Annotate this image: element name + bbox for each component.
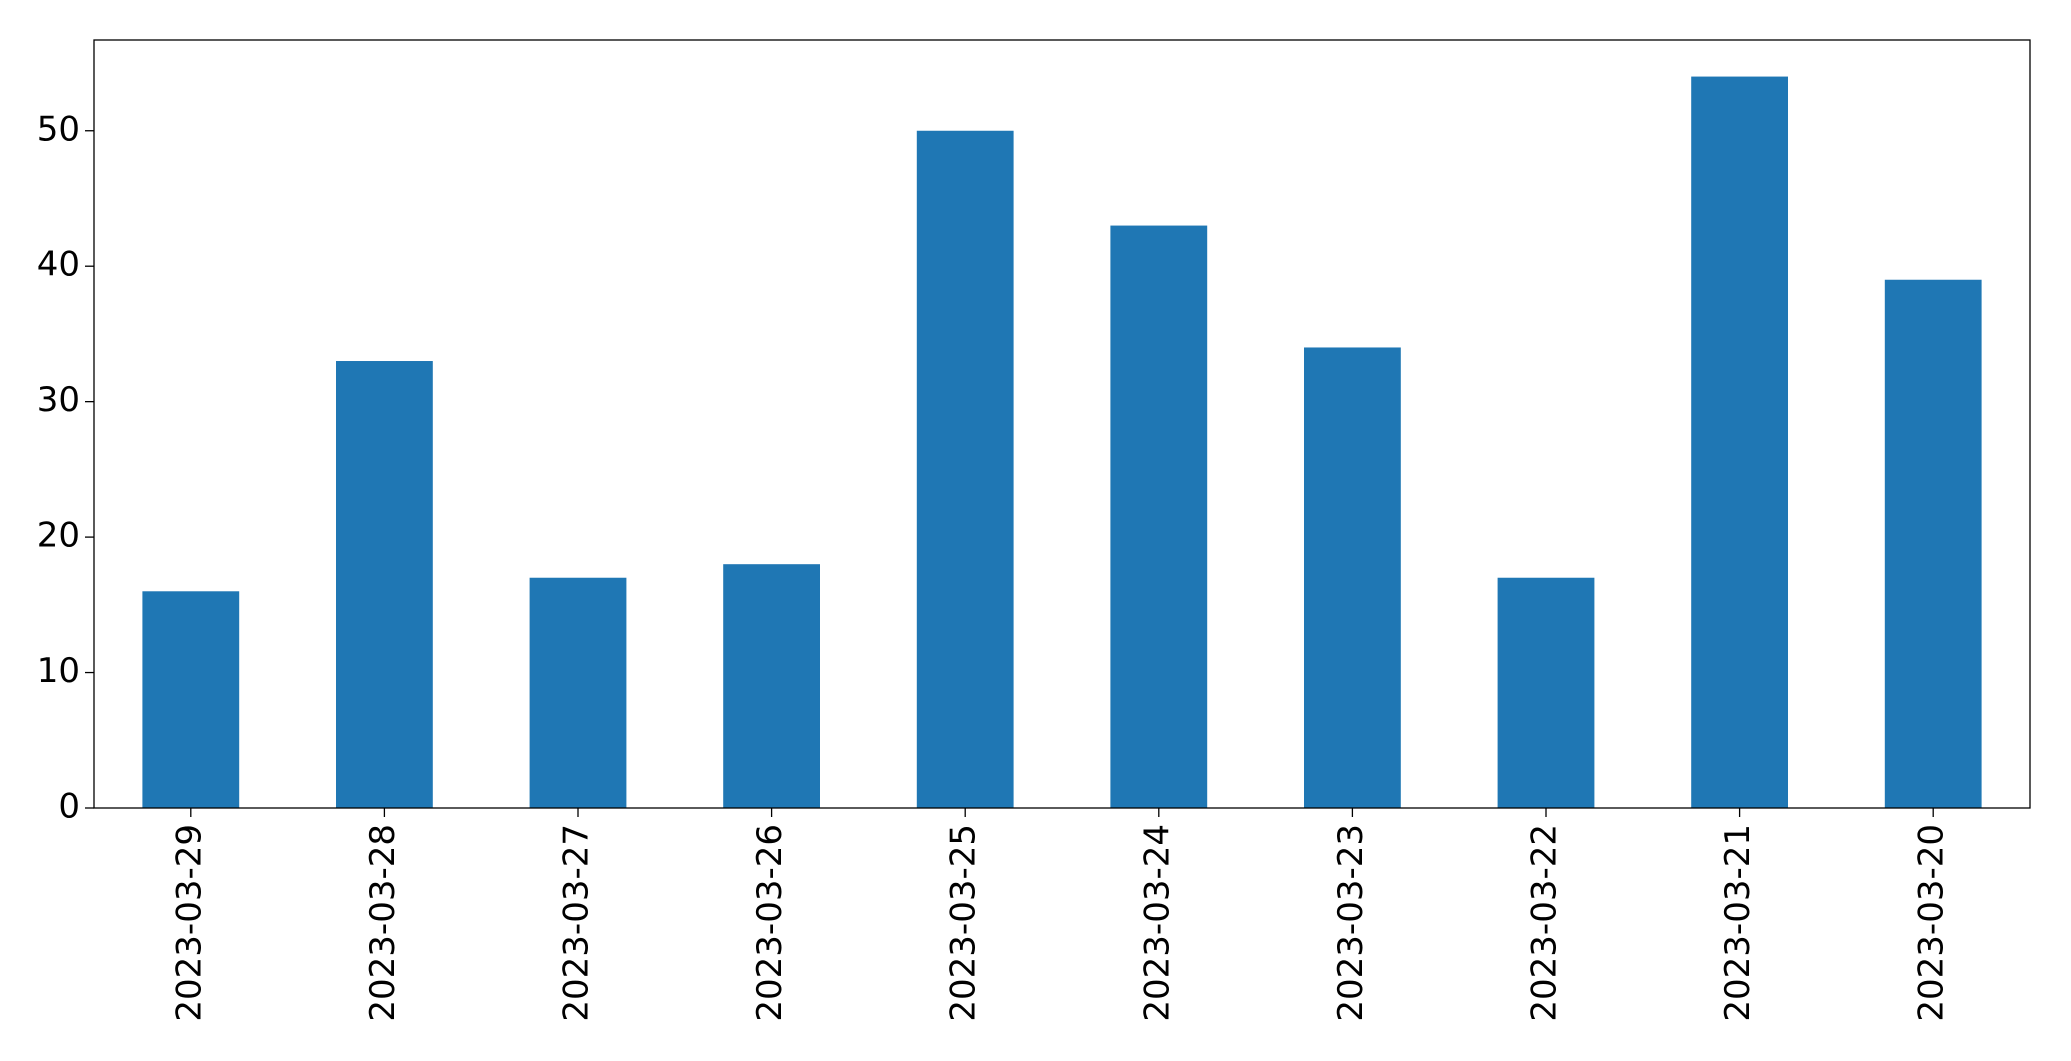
- bar: [1884, 279, 1982, 808]
- y-tick-label: 20: [37, 516, 80, 556]
- bar: [529, 577, 627, 808]
- y-tick-label: 10: [37, 651, 80, 691]
- x-tick-label: 2023-03-24: [1137, 824, 1177, 1022]
- x-tick-label: 2023-03-29: [169, 824, 209, 1022]
- bar: [916, 130, 1014, 808]
- x-tick-label: 2023-03-28: [363, 824, 403, 1022]
- x-tick-label: 2023-03-27: [557, 824, 597, 1022]
- bar: [142, 591, 240, 808]
- bar: [1691, 76, 1788, 809]
- bar: [336, 361, 433, 808]
- y-tick-label: 0: [58, 787, 80, 827]
- x-tick-label: 2023-03-23: [1331, 824, 1371, 1022]
- x-tick-label: 2023-03-20: [1912, 824, 1952, 1022]
- bar: [1110, 225, 1208, 808]
- y-tick-label: 40: [37, 245, 80, 285]
- bar: [723, 564, 820, 808]
- x-tick-label: 2023-03-25: [944, 824, 984, 1022]
- x-tick-label: 2023-03-26: [750, 824, 790, 1022]
- x-tick-label: 2023-03-22: [1525, 824, 1565, 1022]
- y-tick-label: 30: [37, 380, 80, 420]
- plot-frame: [93, 39, 2031, 809]
- y-tick-label: 50: [37, 109, 80, 149]
- bar: [1304, 347, 1401, 808]
- bar: [1497, 577, 1595, 808]
- x-tick-label: 2023-03-21: [1718, 824, 1758, 1022]
